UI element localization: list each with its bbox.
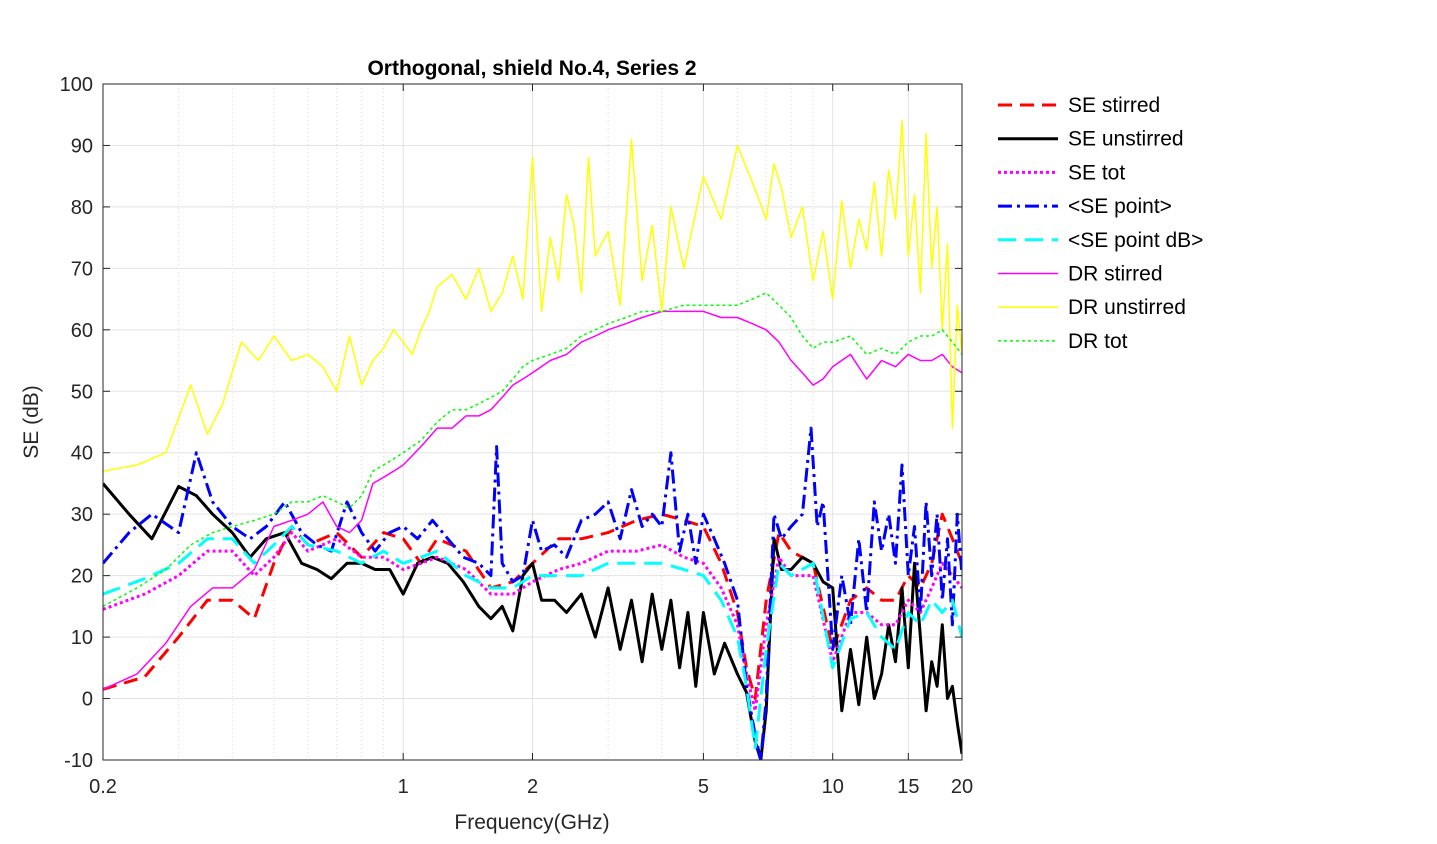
legend-label: SE unstirred [1068,128,1184,151]
legend-label: SE stirred [1068,94,1160,117]
series-line-se-tot [103,531,962,713]
chart-title: Orthogonal, shield No.4, Series 2 [367,57,696,80]
y-tick-label: 100 [60,74,93,96]
x-tick-labels: 0.2 1 2 5 10 15 20 [89,776,973,798]
series-line-dr-tot [103,292,962,608]
y-tick-label: 80 [71,197,93,219]
legend: SE stirred SE unstirred SE tot <SE point> <S… [998,94,1203,353]
y-tick-label: 30 [71,504,93,526]
series-line-se-unstirred [103,482,962,760]
x-tick-label: 20 [951,776,973,798]
x-tick-label: 15 [897,776,919,798]
series-line-dr-unstirred [103,120,962,472]
x-tick-label: 0.2 [89,776,117,798]
series-line-se-point [103,426,962,760]
y-axis-label: SE (dB) [20,385,43,459]
y-tick-label: 50 [71,381,93,403]
legend-label: <SE point dB> [1068,229,1203,252]
y-tick-label: 60 [71,320,93,342]
series-layer [103,120,962,760]
y-tick-label: -10 [64,750,93,772]
x-tick-label: 10 [822,776,844,798]
legend-label: DR unstirred [1068,296,1186,319]
y-tick-label: 10 [71,627,93,649]
x-tick-label: 1 [398,776,409,798]
y-tick-labels: -10 0 10 20 30 40 50 60 70 80 90 100 [60,74,93,772]
y-tick-label: 40 [71,443,93,465]
y-tick-label: 70 [71,258,93,280]
y-tick-label: 90 [71,135,93,157]
y-tick-label: 20 [71,566,93,588]
legend-label: DR stirred [1068,263,1163,286]
x-axis-label: Frequency(GHz) [454,811,609,834]
x-tick-label: 2 [527,776,538,798]
legend-label: SE tot [1068,161,1125,184]
legend-label: <SE point> [1068,195,1172,218]
y-tick-label: 0 [82,689,93,711]
legend-label: DR tot [1068,330,1128,353]
minor-grid [178,84,814,760]
series-line-dr-stirred [103,310,962,690]
ticks [102,83,963,761]
x-tick-label: 5 [698,776,709,798]
